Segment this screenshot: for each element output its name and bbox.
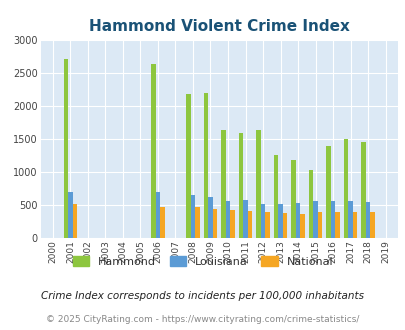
Bar (72, 204, 77, 238)
Bar (212, 209, 217, 238)
Bar (300, 214, 304, 238)
Bar (64, 59, 68, 238)
Bar (313, 201, 317, 238)
Bar (243, 200, 247, 238)
Bar (295, 203, 300, 238)
Bar (160, 207, 164, 238)
Bar (326, 146, 330, 238)
Bar (291, 160, 295, 238)
Bar (203, 93, 208, 238)
Bar (68, 192, 72, 238)
Text: © 2025 CityRating.com - https://www.cityrating.com/crime-statistics/: © 2025 CityRating.com - https://www.city… (46, 315, 359, 324)
Bar (308, 170, 312, 238)
Bar (221, 130, 225, 238)
Bar (195, 207, 199, 238)
Bar (190, 195, 195, 238)
Bar (230, 210, 234, 238)
Bar (335, 212, 339, 238)
Title: Hammond Violent Crime Index: Hammond Violent Crime Index (89, 19, 349, 34)
Bar (208, 197, 212, 238)
Bar (265, 212, 269, 238)
Bar (278, 204, 282, 238)
Bar (273, 155, 277, 238)
Bar (247, 211, 252, 238)
Bar (151, 64, 155, 238)
Text: Crime Index corresponds to incidents per 100,000 inhabitants: Crime Index corresponds to incidents per… (41, 291, 364, 301)
Bar (330, 201, 335, 238)
Bar (282, 213, 287, 238)
Bar (369, 212, 374, 238)
Bar (225, 201, 230, 238)
Bar (256, 130, 260, 238)
Legend: Hammond, Louisiana, National: Hammond, Louisiana, National (68, 251, 337, 271)
Bar (360, 142, 365, 238)
Bar (260, 204, 264, 238)
Bar (317, 212, 322, 238)
Bar (156, 192, 160, 238)
Bar (365, 202, 369, 238)
Bar (352, 212, 356, 238)
Bar (238, 133, 243, 238)
Bar (347, 201, 352, 238)
Bar (186, 94, 190, 238)
Bar (343, 139, 347, 238)
